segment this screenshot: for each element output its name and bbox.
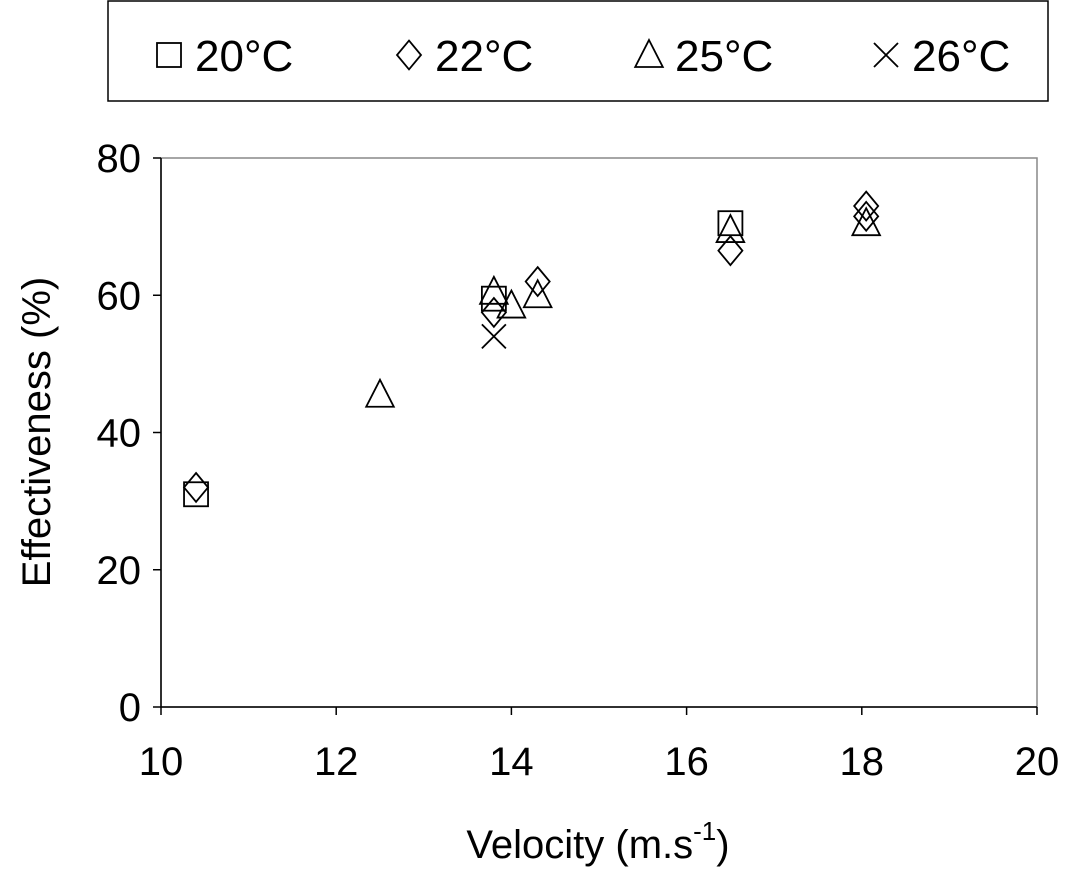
- legend-box: [107, 0, 1049, 102]
- x-label-main: Velocity (m.s: [466, 823, 693, 867]
- y-tick-label: 80: [97, 137, 142, 181]
- legend-label: 20°C: [195, 32, 293, 81]
- x-tick-label: 12: [314, 740, 359, 784]
- plot-area: [160, 157, 1038, 708]
- legend-label: 22°C: [435, 32, 533, 81]
- point: [717, 234, 744, 267]
- point: [853, 200, 880, 233]
- point: [715, 213, 746, 243]
- point: [480, 296, 508, 329]
- y-tick-label: 60: [97, 274, 142, 318]
- x-tick-label: 14: [489, 740, 534, 784]
- x-tick-label: 16: [664, 740, 709, 784]
- x-label-sup: -1: [693, 816, 716, 846]
- x-tick-label: 20: [1015, 740, 1060, 784]
- y-tick-label: 40: [97, 412, 142, 456]
- legend-marker: [395, 39, 423, 71]
- point: [364, 377, 396, 408]
- legend-label: 25°C: [675, 32, 773, 81]
- legend-marker: [873, 42, 899, 68]
- x-axis-label: Velocity (m.s-1): [466, 816, 729, 867]
- point: [183, 481, 209, 508]
- x-tick-label: 10: [139, 740, 184, 784]
- point: [853, 190, 880, 222]
- y-tick-label: 0: [119, 686, 141, 730]
- x-label-tail: ): [716, 823, 729, 867]
- y-axis-label: Effectiveness (%): [15, 277, 59, 588]
- legend-marker: [633, 38, 665, 68]
- y-tick-label: 20: [97, 549, 142, 593]
- x-tick-label: 18: [840, 740, 885, 784]
- point: [524, 265, 551, 298]
- point: [478, 274, 510, 305]
- point: [522, 278, 553, 309]
- legend-label: 26°C: [912, 32, 1010, 81]
- point: [850, 206, 882, 237]
- point: [481, 323, 507, 350]
- point: [182, 471, 210, 504]
- legend-marker: [156, 42, 182, 68]
- point: [496, 288, 527, 319]
